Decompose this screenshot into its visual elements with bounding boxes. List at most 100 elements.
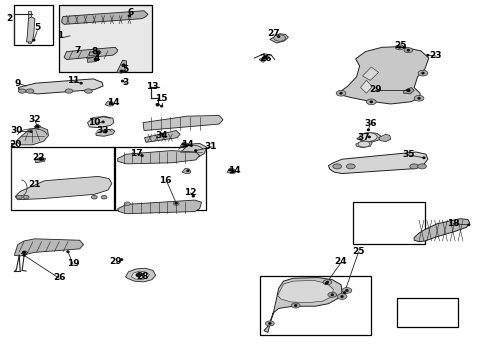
Ellipse shape (84, 89, 92, 93)
Polygon shape (413, 219, 469, 242)
Circle shape (110, 103, 112, 104)
Circle shape (228, 169, 230, 171)
Circle shape (403, 46, 405, 48)
Ellipse shape (124, 202, 130, 206)
Polygon shape (87, 116, 114, 128)
Circle shape (367, 136, 369, 138)
Ellipse shape (346, 164, 354, 169)
Text: 16: 16 (159, 176, 171, 185)
Text: 27: 27 (267, 29, 280, 38)
Circle shape (422, 157, 424, 158)
Polygon shape (180, 143, 188, 148)
Circle shape (175, 203, 177, 204)
Circle shape (417, 98, 419, 99)
Polygon shape (15, 176, 112, 200)
Circle shape (94, 58, 97, 60)
Ellipse shape (357, 141, 369, 147)
Text: 12: 12 (183, 188, 196, 197)
Text: 28: 28 (136, 271, 148, 280)
Circle shape (160, 105, 162, 107)
Text: 8: 8 (91, 47, 97, 56)
Circle shape (264, 57, 265, 58)
Circle shape (97, 51, 100, 54)
Polygon shape (105, 101, 114, 106)
Bar (396, 298, 457, 327)
Text: 34: 34 (155, 131, 167, 140)
Polygon shape (64, 47, 118, 59)
Polygon shape (355, 140, 371, 148)
Polygon shape (226, 168, 235, 174)
Circle shape (141, 274, 143, 275)
Text: 26: 26 (53, 273, 65, 282)
Ellipse shape (101, 195, 107, 199)
Circle shape (102, 121, 104, 123)
Circle shape (192, 195, 194, 197)
Circle shape (343, 292, 345, 293)
Ellipse shape (327, 292, 336, 297)
Text: 3: 3 (122, 78, 128, 87)
Text: 32: 32 (28, 115, 41, 124)
Polygon shape (144, 131, 180, 142)
Polygon shape (87, 56, 99, 62)
Polygon shape (89, 50, 101, 56)
Circle shape (41, 158, 43, 160)
Ellipse shape (413, 95, 423, 101)
Text: 11: 11 (66, 76, 79, 85)
Text: 23: 23 (428, 51, 441, 60)
Text: 5: 5 (34, 23, 41, 32)
Ellipse shape (394, 45, 403, 50)
Circle shape (122, 64, 125, 66)
Polygon shape (125, 268, 156, 282)
Text: 37: 37 (356, 133, 369, 142)
Ellipse shape (336, 294, 346, 300)
Ellipse shape (16, 195, 22, 199)
Text: 24: 24 (334, 257, 346, 266)
Ellipse shape (341, 288, 351, 293)
Text: 30: 30 (10, 126, 22, 135)
Text: 14: 14 (107, 98, 120, 107)
Circle shape (406, 89, 409, 91)
Ellipse shape (273, 35, 285, 41)
Polygon shape (18, 79, 103, 94)
Bar (59, 5, 152, 72)
Polygon shape (16, 127, 48, 145)
Text: 14: 14 (180, 140, 193, 149)
Circle shape (330, 294, 332, 296)
Polygon shape (378, 134, 390, 141)
Circle shape (39, 158, 42, 160)
Ellipse shape (332, 164, 341, 169)
Circle shape (110, 103, 112, 104)
Ellipse shape (366, 99, 375, 105)
Circle shape (121, 259, 122, 260)
Polygon shape (26, 17, 35, 42)
Ellipse shape (173, 202, 179, 206)
Circle shape (30, 131, 32, 132)
Text: 26: 26 (259, 54, 272, 63)
Circle shape (136, 274, 140, 276)
Text: 13: 13 (145, 82, 158, 91)
Polygon shape (336, 46, 428, 104)
Text: 33: 33 (97, 126, 109, 135)
Polygon shape (362, 67, 378, 80)
Circle shape (36, 126, 38, 127)
Text: 9: 9 (14, 79, 20, 88)
Circle shape (366, 129, 368, 131)
Text: 36: 36 (363, 119, 376, 128)
Text: 1: 1 (57, 31, 63, 40)
Circle shape (128, 15, 130, 17)
Circle shape (268, 323, 270, 324)
Bar (14, 5, 53, 45)
Circle shape (262, 57, 265, 59)
Text: 5: 5 (122, 65, 128, 74)
Polygon shape (182, 168, 190, 174)
Ellipse shape (417, 70, 427, 76)
Circle shape (421, 72, 423, 74)
Polygon shape (175, 143, 206, 160)
Polygon shape (259, 55, 269, 62)
Text: 19: 19 (66, 259, 79, 268)
Circle shape (22, 251, 25, 253)
Polygon shape (18, 87, 21, 91)
Bar (352, 202, 424, 244)
Text: 2: 2 (6, 14, 13, 23)
Circle shape (182, 143, 183, 145)
